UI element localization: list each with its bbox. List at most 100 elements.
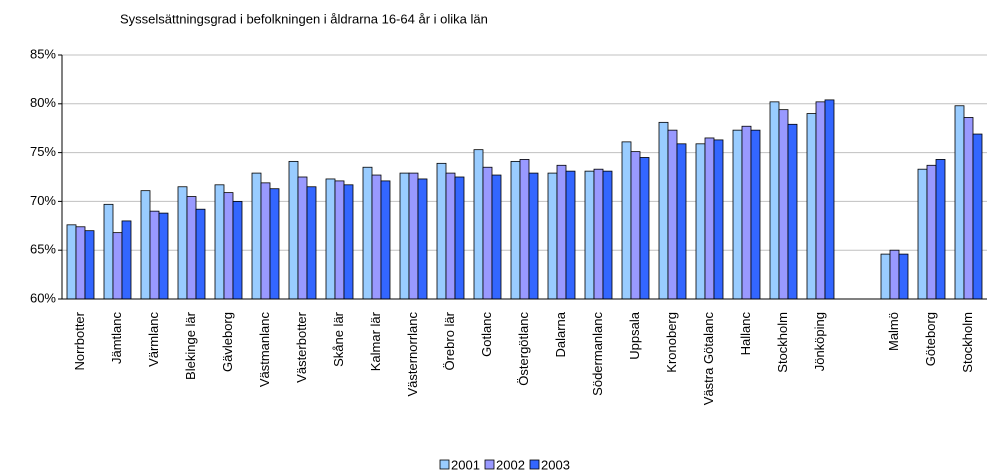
bar bbox=[676, 143, 687, 300]
bar bbox=[926, 164, 937, 300]
bar bbox=[445, 172, 456, 300]
bar bbox=[343, 184, 354, 300]
x-tick-label: Västerbotter bbox=[294, 311, 309, 382]
bar bbox=[713, 139, 724, 300]
x-tick-label: Skåne lär bbox=[331, 311, 346, 367]
bar bbox=[140, 190, 151, 300]
bar bbox=[954, 105, 965, 300]
bar bbox=[750, 129, 761, 300]
legend-label: 2003 bbox=[541, 457, 570, 472]
bar bbox=[482, 166, 493, 300]
x-tick-label: Dalarna bbox=[553, 311, 568, 357]
bar bbox=[824, 99, 835, 300]
bar bbox=[732, 129, 743, 300]
x-tick-label: Blekinge lär bbox=[183, 311, 198, 380]
y-tick-label: 65% bbox=[30, 242, 56, 257]
bar bbox=[695, 143, 706, 300]
y-tick-label: 70% bbox=[30, 193, 56, 208]
x-tick-label: Västra Götalanc bbox=[701, 312, 716, 406]
bar bbox=[963, 117, 974, 300]
bar bbox=[658, 121, 669, 300]
x-tick-label: Malmö bbox=[886, 312, 901, 351]
bar bbox=[149, 210, 160, 300]
bar bbox=[491, 174, 502, 300]
bar bbox=[621, 141, 632, 300]
bar bbox=[75, 226, 86, 300]
y-tick-label: 75% bbox=[30, 144, 56, 159]
bar bbox=[630, 151, 641, 300]
x-tick-label: Jämtlanc bbox=[109, 312, 124, 365]
bar bbox=[66, 224, 77, 300]
y-tick-label: 85% bbox=[30, 46, 56, 61]
bar bbox=[223, 192, 234, 300]
bar bbox=[519, 159, 530, 300]
x-tick-label: Uppsala bbox=[627, 311, 642, 359]
bar bbox=[972, 133, 983, 300]
bar bbox=[417, 178, 428, 300]
bar bbox=[602, 170, 613, 300]
bar bbox=[556, 164, 567, 300]
x-tick-label: Gotlanc bbox=[479, 312, 494, 357]
bar bbox=[177, 186, 188, 300]
bar bbox=[584, 170, 595, 300]
bar bbox=[778, 109, 789, 300]
bar bbox=[251, 172, 262, 300]
bar bbox=[408, 172, 419, 300]
x-tick-label: Göteborg bbox=[923, 312, 938, 366]
x-tick-label: Östergötlanc bbox=[516, 312, 531, 386]
bar bbox=[362, 166, 373, 300]
legend-swatch bbox=[439, 459, 450, 470]
bar bbox=[898, 253, 909, 300]
y-tick-label: 80% bbox=[30, 95, 56, 110]
bar bbox=[297, 176, 308, 300]
bar bbox=[935, 159, 946, 300]
bar bbox=[880, 253, 891, 300]
bar bbox=[787, 123, 798, 300]
bar bbox=[547, 172, 558, 300]
x-tick-label: Kronoberg bbox=[664, 312, 679, 373]
x-tick-label: Gävleborg bbox=[220, 312, 235, 372]
bar bbox=[232, 200, 243, 300]
x-tick-label: Södermanlanc bbox=[590, 312, 605, 396]
bar bbox=[158, 212, 169, 300]
x-tick-label: Västernorrlanc bbox=[405, 312, 420, 397]
bar bbox=[269, 188, 280, 300]
bar bbox=[103, 203, 114, 300]
bar bbox=[806, 113, 817, 300]
bar bbox=[454, 176, 465, 300]
bar bbox=[917, 168, 928, 300]
bar bbox=[325, 178, 336, 300]
bar bbox=[889, 249, 900, 300]
bar bbox=[769, 101, 780, 300]
bar bbox=[121, 220, 132, 300]
chart-title: Sysselsättningsgrad i befolkningen i åld… bbox=[120, 11, 488, 26]
bar bbox=[380, 180, 391, 300]
y-tick-label: 60% bbox=[30, 290, 56, 305]
x-tick-label: Värmlanc bbox=[146, 312, 161, 367]
bar bbox=[186, 196, 197, 300]
bar bbox=[399, 172, 410, 300]
x-tick-label: Västmanlanc bbox=[257, 312, 272, 388]
bar bbox=[565, 170, 576, 300]
x-tick-label: Hallanc bbox=[738, 312, 753, 356]
bar bbox=[815, 101, 826, 300]
bar bbox=[528, 172, 539, 300]
bar bbox=[334, 180, 345, 300]
bar bbox=[436, 162, 447, 300]
legend-swatch bbox=[529, 459, 540, 470]
x-tick-label: Stockholm bbox=[775, 312, 790, 373]
bar bbox=[306, 186, 317, 300]
bar bbox=[667, 129, 678, 300]
bar bbox=[473, 149, 484, 300]
x-tick-label: Stockholm bbox=[960, 312, 975, 373]
bar bbox=[195, 208, 206, 300]
bar bbox=[510, 160, 521, 300]
bar bbox=[288, 160, 299, 300]
x-tick-label: Norrbotter bbox=[72, 311, 87, 370]
x-tick-label: Örebro lär bbox=[442, 311, 457, 370]
bar bbox=[371, 174, 382, 300]
legend-label: 2001 bbox=[451, 457, 480, 472]
bar bbox=[704, 137, 715, 300]
x-tick-label: Kalmar lär bbox=[368, 311, 383, 371]
